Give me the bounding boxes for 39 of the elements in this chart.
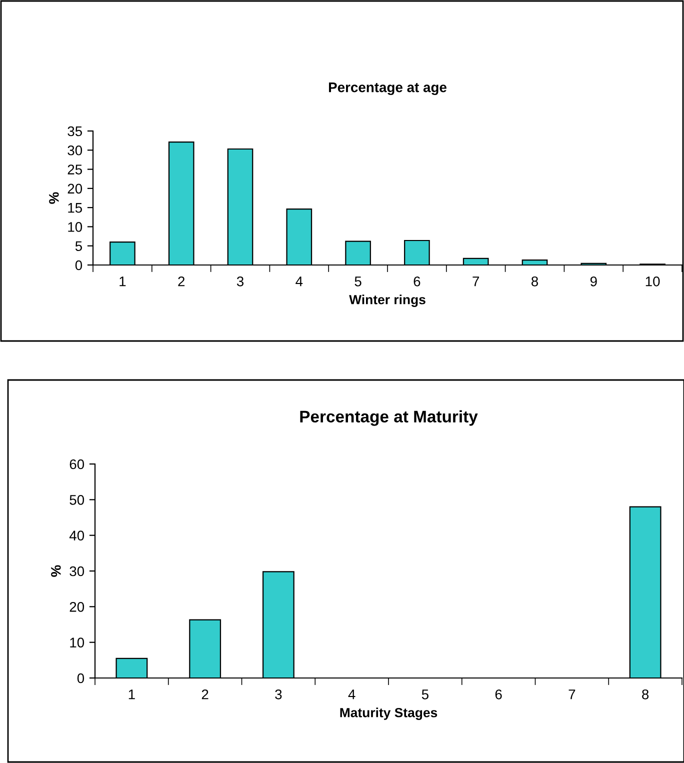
x-tick-label: 4: [348, 690, 356, 700]
x-tick-label: 4: [296, 276, 303, 286]
x-tick-label: 5: [354, 276, 362, 286]
x-tick-label: 2: [202, 689, 208, 700]
x-axis-title: Maturity Stages: [340, 708, 438, 720]
y-tick-label: 60: [70, 459, 84, 470]
y-tick-label: 20: [70, 602, 84, 612]
y-axis-title: %: [49, 192, 59, 204]
x-tick-label: 7: [568, 690, 576, 700]
y-tick-label: 30: [70, 566, 84, 576]
x-tick-label: 7: [472, 276, 480, 286]
y-tick-label: 25: [68, 164, 82, 174]
chart-title: Percentage at Maturity: [300, 410, 478, 426]
x-tick-label: 3: [275, 689, 282, 700]
x-tick-label: 8: [642, 689, 649, 700]
y-tick-label: 10: [70, 638, 84, 648]
y-tick-label: 0: [75, 260, 82, 270]
y-tick-label: 30: [68, 145, 82, 156]
y-tick-label: 50: [70, 495, 84, 505]
y-axis-title: %: [51, 565, 61, 577]
y-tick-label: 10: [68, 222, 82, 232]
x-tick-label: 1: [120, 276, 126, 286]
y-tick-label: 40: [69, 530, 84, 541]
chart-title: Percentage at age: [328, 82, 446, 96]
x-tick-label: 1: [128, 690, 135, 700]
y-tick-label: 35: [68, 126, 82, 136]
x-tick-label: 8: [531, 276, 538, 286]
y-tick-label: 15: [68, 203, 82, 213]
y-tick-label: 20: [68, 184, 82, 194]
x-tick-label: 6: [495, 689, 502, 700]
x-tick-label: 9: [590, 276, 597, 286]
x-tick-label: 3: [236, 276, 244, 286]
y-tick-label: 5: [75, 241, 82, 252]
x-tick-label: 10: [646, 276, 660, 286]
x-tick-label: 5: [422, 690, 428, 700]
x-tick-label: 6: [414, 276, 420, 286]
x-tick-label: 2: [178, 276, 185, 286]
x-axis-title: Winter rings: [349, 294, 426, 307]
y-tick-label: 0: [77, 673, 84, 684]
